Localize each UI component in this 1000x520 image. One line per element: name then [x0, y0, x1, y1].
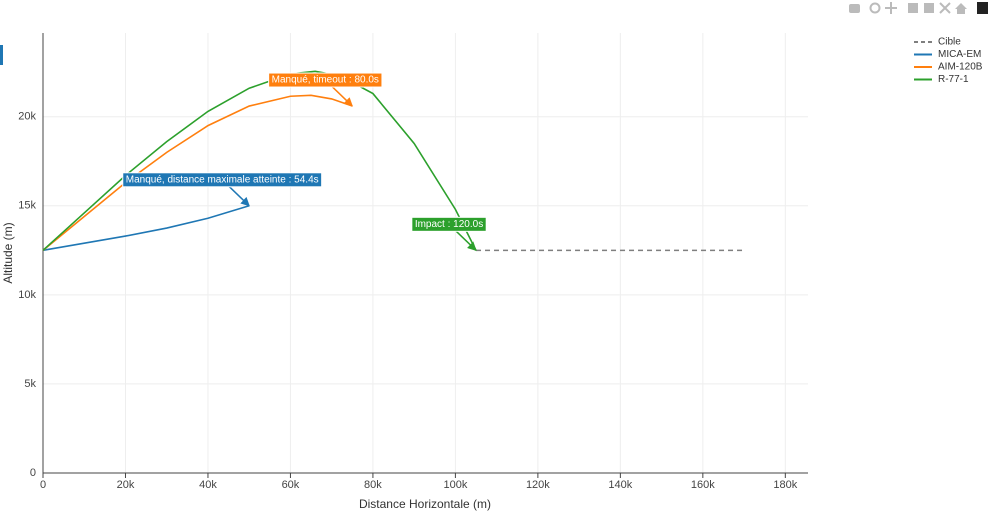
series-line — [42, 70, 477, 251]
y-tick-label: 10k — [18, 289, 36, 301]
legend-label: Cible — [938, 37, 961, 48]
zoom-out-icon[interactable] — [924, 3, 934, 13]
series-line — [42, 94, 353, 251]
plotly-logo[interactable] — [977, 2, 988, 14]
annotation: Manqué, timeout : 80.0s — [268, 72, 383, 107]
x-tick-label: 20k — [117, 479, 135, 491]
zoom-in-icon[interactable] — [908, 3, 918, 13]
annotation-text: Manqué, distance maximale atteinte : 54.… — [126, 174, 319, 185]
series-line — [42, 205, 250, 252]
annotation-box — [411, 216, 487, 232]
annotation: Manqué, distance maximale atteinte : 54.… — [122, 172, 323, 207]
x-tick-label: 180k — [773, 479, 797, 491]
camera-icon[interactable] — [849, 4, 860, 13]
annotation: Impact : 120.0s — [411, 216, 487, 251]
y-axis-title: Altitude (m) — [1, 222, 15, 283]
y-tick-label: 0 — [30, 467, 36, 479]
y-tick-label: 5k — [24, 378, 36, 390]
legend-label: R-77-1 — [938, 74, 969, 85]
x-tick-label: 40k — [199, 479, 217, 491]
x-axis-title: Distance Horizontale (m) — [359, 497, 491, 511]
y-tick-label: 15k — [18, 200, 36, 212]
x-tick-label: 140k — [608, 479, 632, 491]
modebar — [849, 2, 988, 14]
x-tick-label: 100k — [443, 479, 467, 491]
legend-label: AIM-120B — [938, 62, 983, 73]
x-tick-label: 160k — [691, 479, 715, 491]
pan-icon[interactable] — [885, 2, 897, 14]
x-tick-label: 60k — [282, 479, 300, 491]
annotation-box — [122, 172, 323, 188]
side-marker — [0, 45, 3, 65]
annotation-text: Manqué, timeout : 80.0s — [272, 75, 379, 86]
annotation-text: Impact : 120.0s — [415, 219, 483, 230]
x-tick-label: 0 — [40, 479, 46, 491]
x-tick-label: 80k — [364, 479, 382, 491]
x-tick-label: 120k — [526, 479, 550, 491]
autoscale-icon[interactable] — [939, 2, 951, 14]
reset-icon[interactable] — [955, 3, 967, 14]
zoom-icon[interactable] — [869, 2, 881, 14]
y-tick-label: 20k — [18, 111, 36, 123]
legend-label: MICA-EM — [938, 49, 981, 60]
annotation-box — [268, 72, 383, 88]
